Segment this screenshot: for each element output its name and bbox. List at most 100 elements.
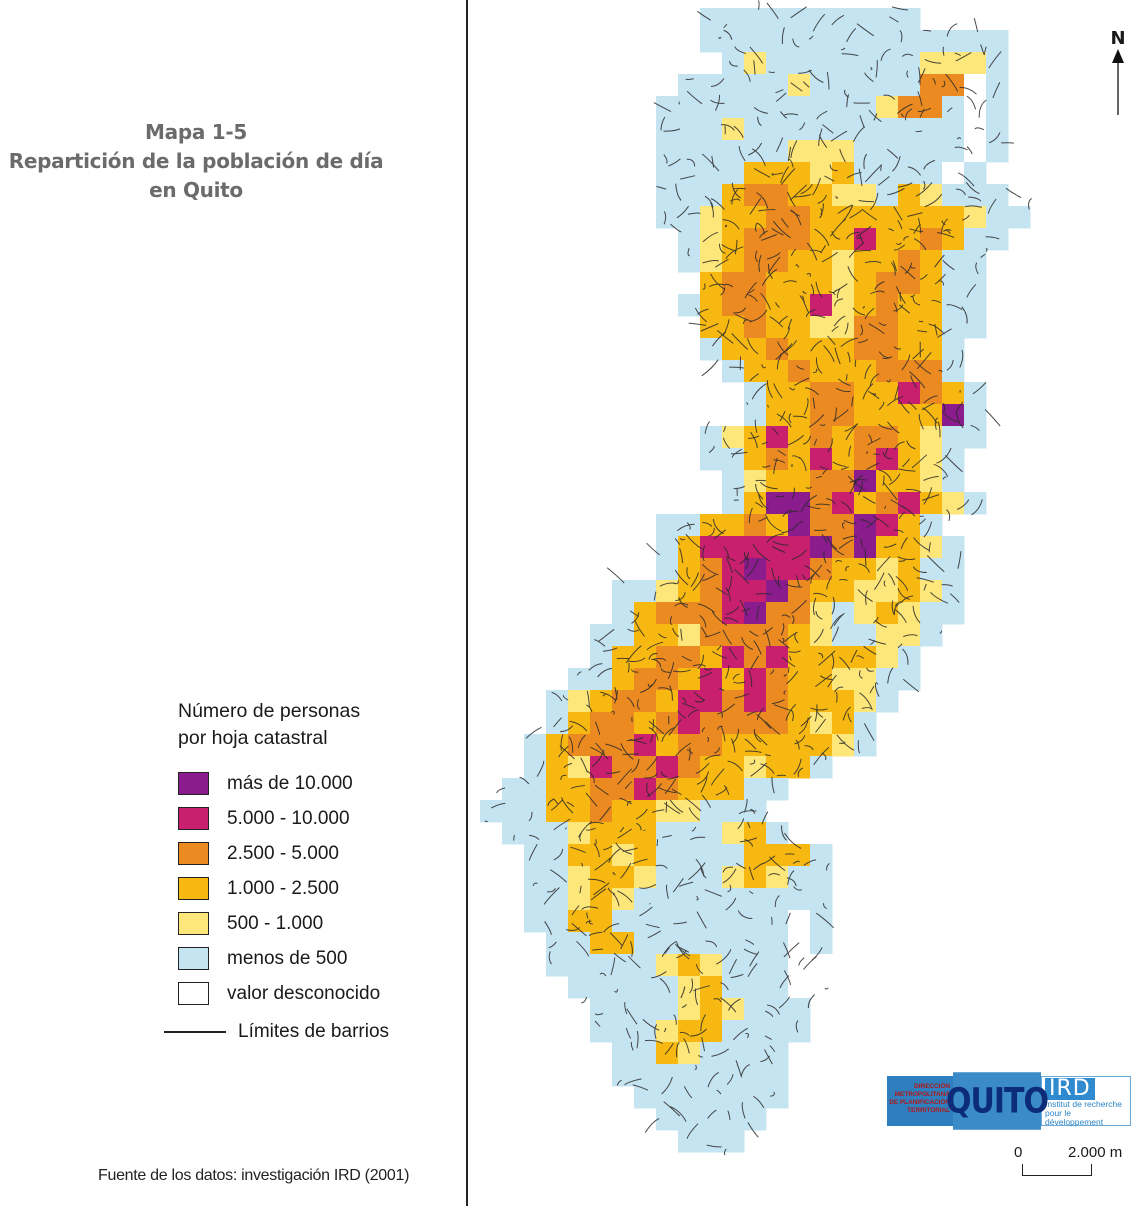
grid-cell: [898, 514, 921, 537]
boundary-line: [974, 127, 985, 131]
grid-cell: [986, 206, 1009, 229]
grid-cell: [832, 316, 855, 339]
boundary-line: [586, 704, 593, 713]
boundary-line: [762, 627, 773, 635]
legend-title-line1: Número de personas: [178, 700, 361, 722]
boundary-line: [745, 1033, 749, 1039]
boundary-line: [872, 392, 876, 396]
boundary-line: [856, 237, 863, 240]
boundary-line: [833, 315, 846, 327]
boundary-line: [856, 225, 872, 238]
grid-cell: [678, 910, 701, 933]
boundary-line: [632, 858, 648, 865]
boundary-line: [701, 627, 708, 638]
boundary-line: [714, 529, 727, 539]
boundary-line: [798, 456, 807, 472]
boundary-line: [804, 504, 821, 510]
grid-cell: [854, 514, 877, 537]
boundary-line: [705, 940, 718, 948]
boundary-line: [632, 1084, 649, 1091]
grid-cell: [700, 822, 723, 845]
boundary-line: [772, 540, 789, 546]
boundary-line: [776, 352, 783, 370]
boundary-line: [707, 1109, 717, 1119]
grid-cell: [876, 250, 899, 273]
grid-cell: [986, 118, 1009, 141]
boundary-line: [878, 351, 890, 359]
grid-cell: [612, 778, 635, 801]
boundary-line: [756, 605, 760, 621]
boundary-line: [716, 330, 734, 344]
grid-cell: [678, 294, 701, 317]
grid-cell: [876, 602, 899, 625]
boundary-line: [800, 494, 818, 513]
boundary-line: [827, 438, 833, 452]
boundary-line: [842, 706, 851, 721]
grid-cell: [722, 360, 745, 383]
grid-cell: [942, 184, 965, 207]
boundary-line: [909, 228, 924, 233]
boundary-line: [900, 265, 916, 280]
boundary-line: [612, 893, 620, 907]
boundary-line: [787, 434, 805, 446]
boundary-line: [875, 60, 878, 78]
boundary-line: [620, 934, 629, 950]
grid-cell: [568, 976, 591, 999]
grid-cell: [612, 690, 635, 713]
grid-cell: [502, 822, 525, 845]
grid-cell: [612, 646, 635, 669]
boundary-line: [674, 943, 691, 957]
boundary-line: [755, 250, 759, 263]
boundary-line: [760, 292, 771, 310]
boundary-line: [686, 522, 691, 530]
grid-cell: [788, 162, 811, 185]
boundary-line: [683, 1086, 693, 1099]
boundary-line: [899, 291, 902, 302]
boundary-line: [835, 560, 843, 563]
boundary-line: [945, 73, 959, 92]
grid-cell: [700, 1064, 723, 1087]
boundary-line: [794, 633, 799, 644]
boundary-line: [955, 52, 972, 62]
boundary-line: [941, 80, 946, 88]
grid-cell: [788, 228, 811, 251]
grid-cell: [590, 690, 613, 713]
grid-cell: [744, 1108, 767, 1131]
grid-cell: [832, 162, 855, 185]
boundary-line: [833, 612, 845, 627]
boundary-line: [701, 727, 706, 733]
boundary-line: [883, 543, 897, 548]
boundary-line: [807, 994, 815, 1009]
boundary-line: [921, 402, 935, 411]
grid-cell: [744, 8, 767, 31]
boundary-line: [798, 69, 812, 74]
boundary-line: [904, 108, 913, 121]
boundary-line: [880, 48, 891, 61]
grid-cell: [810, 954, 833, 977]
grid-cell: [766, 866, 789, 889]
boundary-line: [784, 832, 802, 849]
boundary-line: [775, 343, 793, 360]
grid-cell: [744, 844, 767, 867]
grid-cell: [546, 756, 569, 779]
boundary-line: [884, 505, 887, 509]
grid-cell: [700, 932, 723, 955]
boundary-line: [867, 437, 881, 446]
grid-cell: [524, 910, 547, 933]
grid-cell: [810, 646, 833, 669]
boundary-line: [918, 67, 921, 85]
boundary-line: [898, 304, 911, 314]
boundary-line: [680, 628, 683, 641]
boundary-line: [788, 510, 799, 513]
grid-cell: [524, 888, 547, 911]
grid-cell: [700, 756, 723, 779]
boundary-line: [901, 113, 905, 118]
grid-cell: [920, 382, 943, 405]
boundary-line: [836, 691, 838, 703]
boundary-line: [845, 231, 860, 240]
boundary-line: [891, 600, 895, 615]
boundary-line: [570, 846, 586, 854]
grid-cell: [568, 712, 591, 735]
dmpt-logo-line: DIRECCIÓN: [914, 1083, 950, 1090]
boundary-line: [779, 975, 790, 989]
